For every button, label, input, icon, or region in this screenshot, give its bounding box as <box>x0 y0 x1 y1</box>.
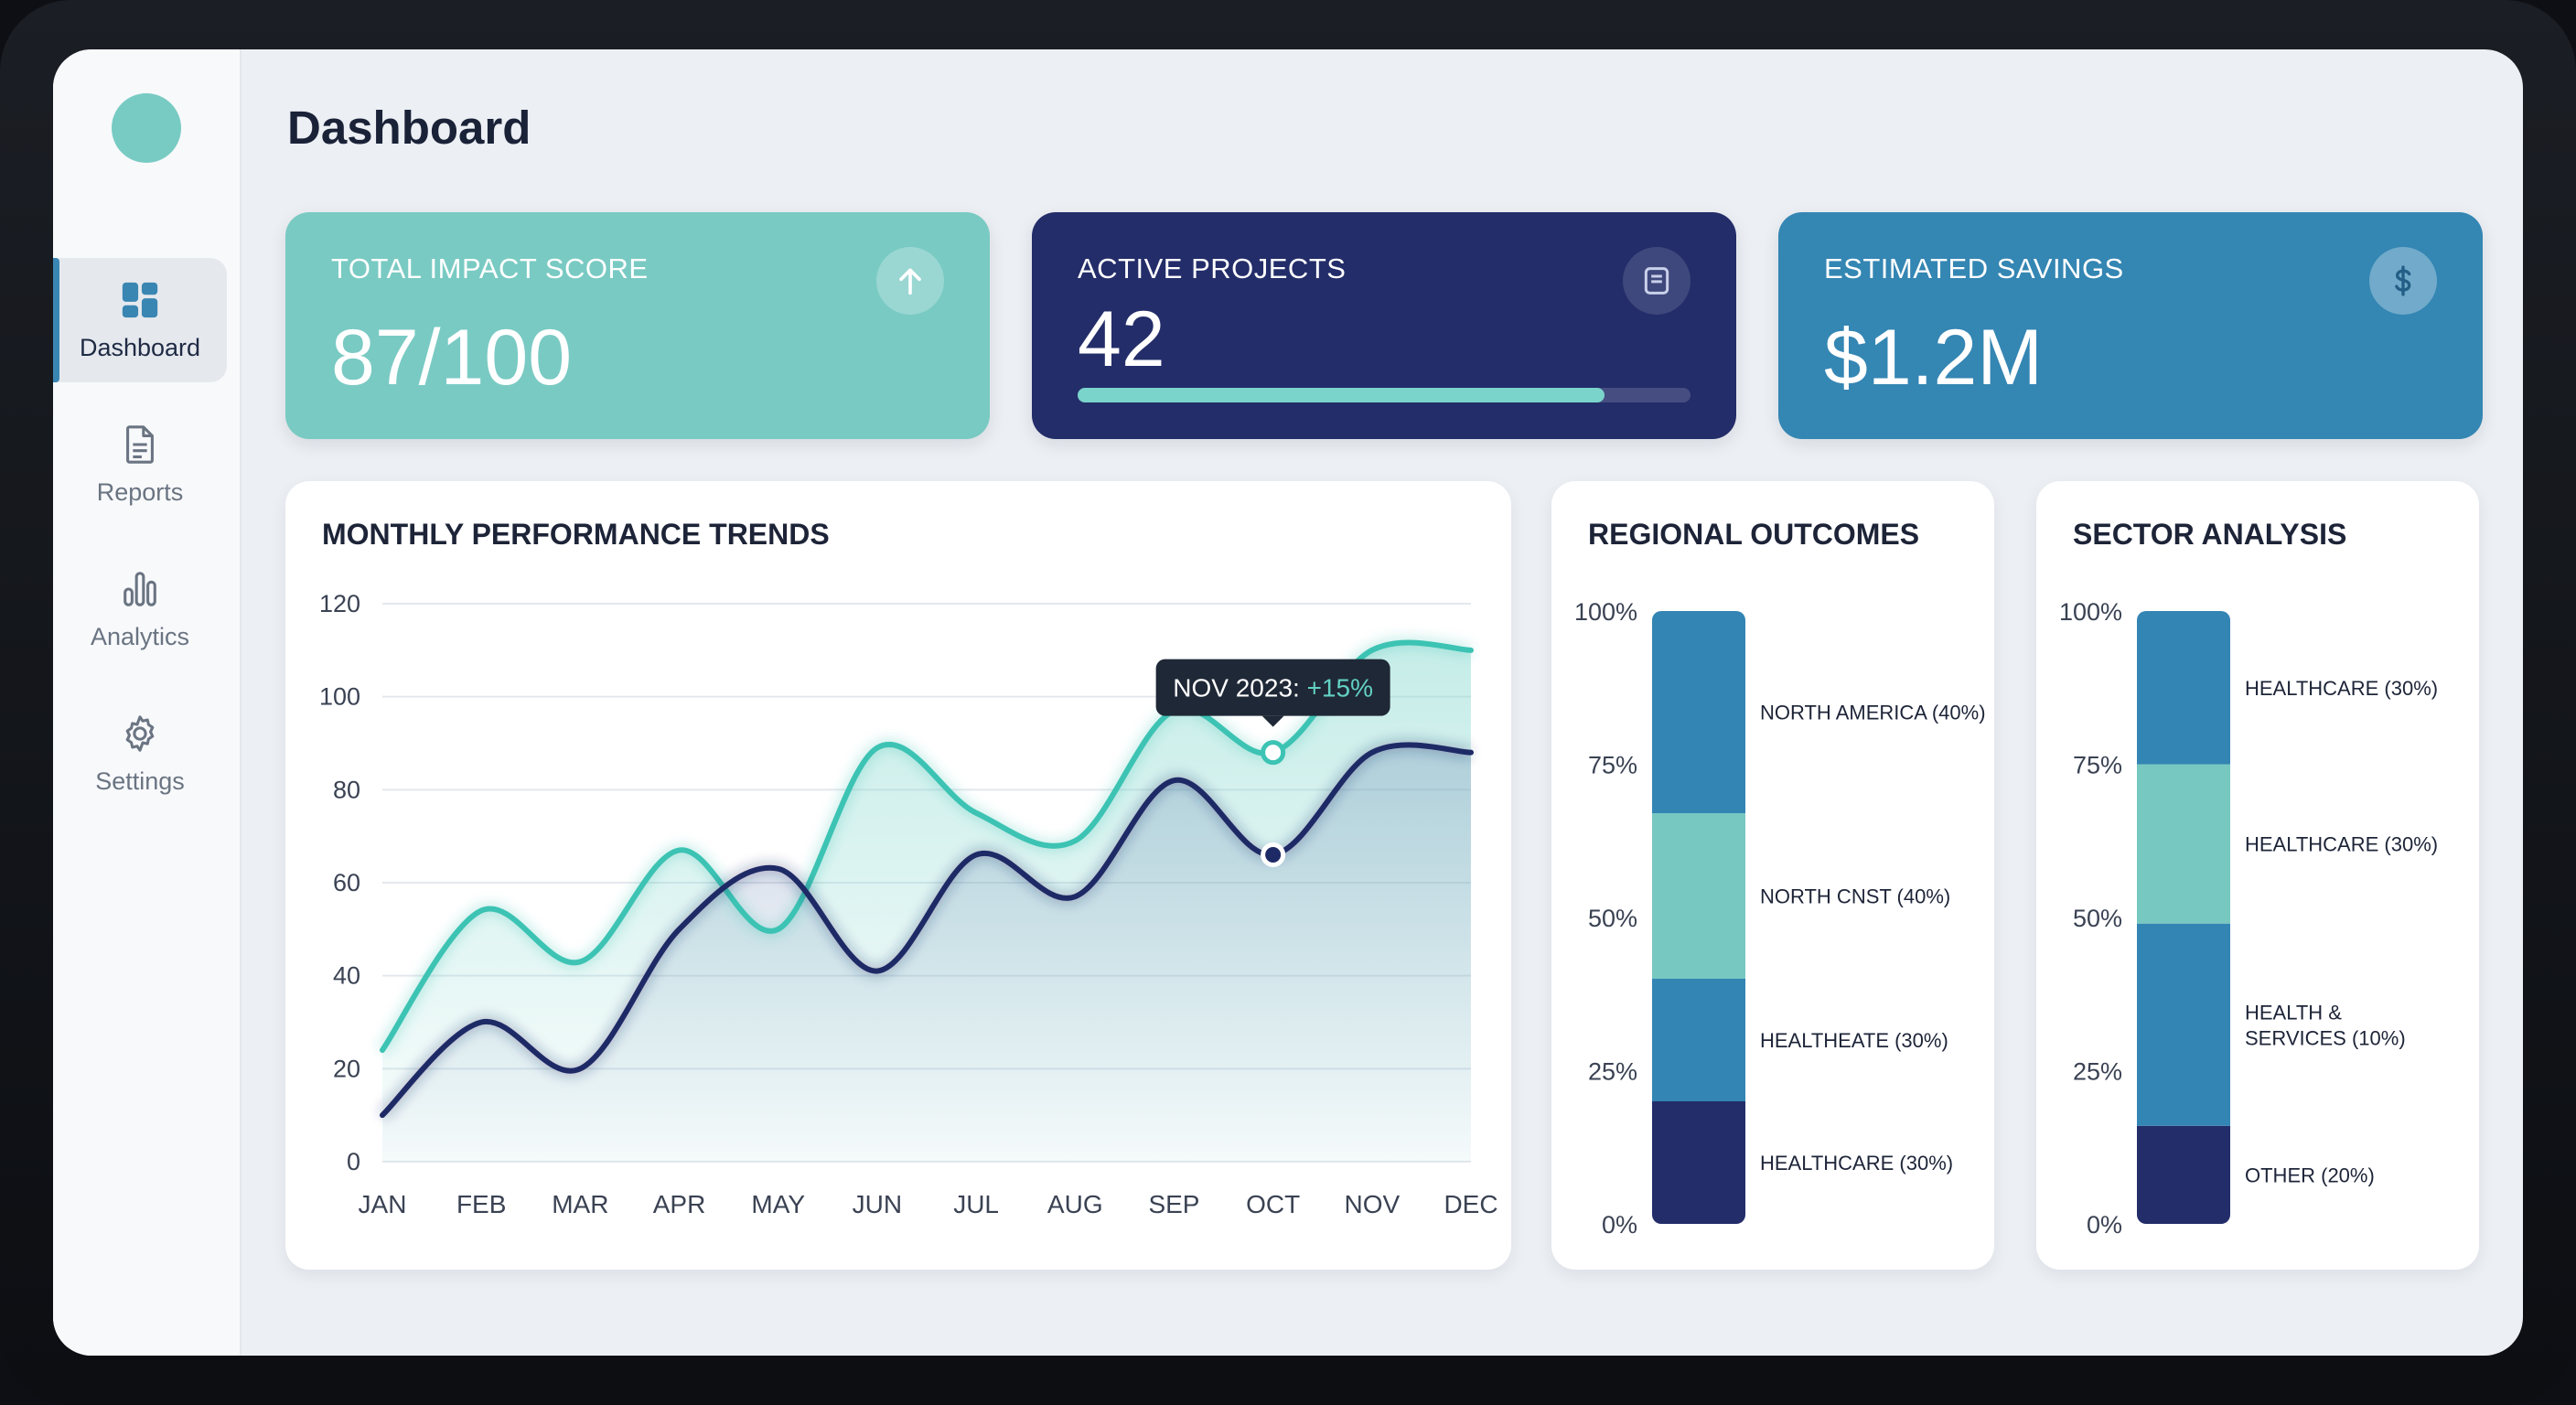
y-tick-label: 0% <box>2087 1211 2122 1239</box>
bar-segment[interactable] <box>1652 979 1745 1101</box>
sector-analysis-card: SECTOR ANALYSIS 0% 25% 50% 75% 100% OTHER (20… <box>2036 481 2479 1270</box>
sidebar: Dashboard Reports Analytics <box>53 49 242 1356</box>
app-logo[interactable] <box>112 93 181 163</box>
x-tick-label: FEB <box>456 1190 506 1218</box>
kpi-card-projects[interactable]: ACTIVE PROJECTS 42 <box>1032 212 1736 439</box>
svg-text:NOV 2023: +15%: NOV 2023: +15% <box>1173 674 1373 702</box>
x-tick-label: JUN <box>853 1190 902 1218</box>
sidebar-item-label: Reports <box>96 477 184 506</box>
dollar-icon <box>2369 247 2437 315</box>
page-title: Dashboard <box>287 102 531 154</box>
y-tick-label: 0 <box>347 1148 360 1175</box>
series-navy-area <box>382 745 1471 1162</box>
stacked-bar-chart: 0% 25% 50% 75% 100% HEALTHCARE (30%) HEALTHEAT… <box>1574 598 1986 1239</box>
sidebar-item-label: Settings <box>95 767 185 795</box>
gear-icon <box>125 714 155 752</box>
sidebar-item-analytics[interactable]: Analytics <box>53 547 227 671</box>
app-screen: Dashboard Reports Analytics <box>53 49 2523 1356</box>
x-tick-label: AUG <box>1047 1190 1103 1218</box>
y-tick-label: 75% <box>2073 752 2122 779</box>
projects-progress-bar <box>1078 388 1690 402</box>
kpi-title: TOTAL IMPACT SCORE <box>331 252 649 284</box>
progress-fill <box>1078 388 1605 402</box>
bar-segment[interactable] <box>2137 1125 2230 1224</box>
arrow-up-icon <box>876 247 944 315</box>
chart-title: SECTOR ANALYSIS <box>2073 518 2347 551</box>
kpi-title: ACTIVE PROJECTS <box>1078 252 1347 284</box>
x-tick-label: JAN <box>359 1190 407 1218</box>
regional-outcomes-card: REGIONAL OUTCOMES 0% 25% 50% 75% 100% HEALTHC… <box>1551 481 1994 1270</box>
stacked-bar-chart: 0% 25% 50% 75% 100% OTHER (20%) HEALTH &SERVIC… <box>2059 598 2438 1239</box>
bar-segment[interactable] <box>1652 611 1745 814</box>
y-tick-label: 60 <box>333 869 360 896</box>
y-tick-label: 50% <box>1588 905 1637 932</box>
y-tick-label: 25% <box>1588 1058 1637 1086</box>
y-tick-label: 20 <box>333 1055 360 1082</box>
x-tick-label: APR <box>653 1190 706 1218</box>
y-tick-label: 120 <box>319 590 360 617</box>
x-tick-label: NOV <box>1344 1190 1400 1218</box>
x-tick-label: JUL <box>953 1190 999 1218</box>
segment-label: HEALTHCARE (30%) <box>1760 1152 1953 1174</box>
y-tick-label: 100% <box>2059 598 2122 626</box>
sidebar-item-settings[interactable]: Settings <box>53 692 227 816</box>
document-icon <box>126 424 154 464</box>
kpi-card-savings[interactable]: ESTIMATED SAVINGS $1.2M <box>1778 212 2483 439</box>
segment-label: NORTH AMERICA (40%) <box>1760 702 1986 724</box>
bar-segment[interactable] <box>1652 1101 1745 1224</box>
series-teal-point[interactable] <box>1261 740 1286 766</box>
kpi-title: ESTIMATED SAVINGS <box>1824 252 2124 284</box>
monthly-performance-card: MONTHLY PERFORMANCE TRENDS 0 20 40 60 80 100 1… <box>285 481 1511 1270</box>
y-tick-label: 75% <box>1588 752 1637 779</box>
segment-label: NORTH CNST (40%) <box>1760 885 1950 908</box>
tooltip-value: +15% <box>1307 674 1373 702</box>
segment-label: HEALTH & <box>2245 1001 2342 1024</box>
y-tick-label: 80 <box>333 776 360 803</box>
bar-segment[interactable] <box>1652 813 1745 979</box>
sidebar-item-dashboard[interactable]: Dashboard <box>53 258 227 382</box>
bar-segment[interactable] <box>2137 923 2230 1126</box>
y-tick-label: 50% <box>2073 905 2122 932</box>
y-tick-label: 100% <box>1574 598 1637 626</box>
kpi-value: 42 <box>1078 295 1165 383</box>
series-navy-point[interactable] <box>1261 842 1286 867</box>
sidebar-item-reports[interactable]: Reports <box>53 402 227 527</box>
chart-tooltip: NOV 2023: +15% <box>1155 659 1390 727</box>
kpi-card-impact[interactable]: TOTAL IMPACT SCORE 87/100 <box>285 212 990 439</box>
document-icon <box>1623 247 1690 315</box>
bar-segment[interactable] <box>2137 764 2230 924</box>
x-tick-label: DEC <box>1444 1190 1497 1218</box>
segment-label: HEALTHEATE (30%) <box>1760 1029 1948 1052</box>
sidebar-item-label: Dashboard <box>79 333 201 361</box>
x-tick-label: MAR <box>552 1190 608 1218</box>
tooltip-label: NOV 2023: <box>1173 674 1306 702</box>
segment-label: OTHER (20%) <box>2245 1164 2375 1186</box>
segment-label: HEALTHCARE (30%) <box>2245 677 2438 700</box>
y-tick-label: 40 <box>333 962 360 990</box>
kpi-value: $1.2M <box>1824 314 2044 402</box>
line-chart: 0 20 40 60 80 100 120 JAN FEB MAR APR MAY JUN JUL AUG S… <box>319 590 1498 1218</box>
x-tick-label: OCT <box>1246 1190 1300 1218</box>
x-tick-label: SEP <box>1148 1190 1199 1218</box>
y-tick-label: 0% <box>1602 1211 1637 1239</box>
y-tick-label: 25% <box>2073 1058 2122 1086</box>
kpi-value: 87/100 <box>331 314 573 402</box>
dashboard-icon <box>122 282 158 317</box>
chart-title: MONTHLY PERFORMANCE TRENDS <box>322 518 830 551</box>
bar-chart-icon <box>123 571 156 606</box>
segment-label: SERVICES (10%) <box>2245 1026 2406 1049</box>
chart-title: REGIONAL OUTCOMES <box>1588 518 1920 551</box>
bar-segment[interactable] <box>2137 611 2230 765</box>
y-tick-label: 100 <box>319 683 360 711</box>
x-tick-label: MAY <box>751 1190 805 1218</box>
sidebar-item-label: Analytics <box>90 622 190 650</box>
segment-label: HEALTHCARE (30%) <box>2245 833 2438 856</box>
